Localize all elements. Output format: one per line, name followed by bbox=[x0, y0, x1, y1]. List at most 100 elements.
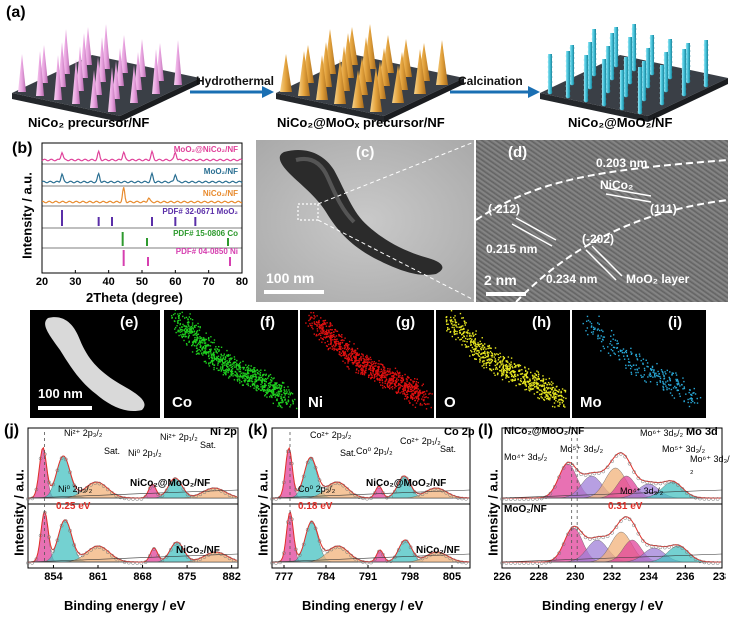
xrd-series-label: PDF# 15-0806 Co bbox=[173, 229, 238, 238]
xps-l-bottom-sample: MoO₂/NF bbox=[504, 504, 547, 515]
panel-b-label: (b) bbox=[12, 140, 33, 157]
xps-l-title: Mo 3d bbox=[686, 426, 718, 438]
xps-mo3d-chart: 226 228 230 232 234 236 238 bbox=[494, 427, 726, 582]
gold-cones bbox=[280, 24, 448, 112]
arrow-hydrothermal bbox=[190, 86, 274, 98]
nanowire-dark bbox=[279, 150, 443, 275]
panel-f-label: (f) bbox=[260, 314, 275, 331]
xps-j-shift: 0.25 eV bbox=[56, 501, 91, 512]
d-plane-m202: (-202) bbox=[582, 232, 615, 246]
xps-l-shift: 0.31 eV bbox=[608, 501, 643, 512]
scalebar-c bbox=[264, 290, 324, 294]
nanocone bbox=[370, 67, 382, 112]
xps-tick-label: 777 bbox=[275, 571, 293, 582]
nanocone bbox=[152, 49, 160, 94]
panel-d-label: (d) bbox=[508, 144, 528, 161]
nanocone bbox=[102, 24, 110, 69]
xps-envelope bbox=[272, 446, 469, 499]
xps-j-peak-ni0-3-2: Ni⁰ 2p₃/₂ bbox=[58, 484, 93, 494]
xps-tick-label: 226 bbox=[494, 571, 511, 582]
xps-envelope bbox=[272, 511, 469, 563]
nanowire bbox=[638, 67, 642, 112]
xps-tick-label: 882 bbox=[222, 571, 240, 582]
substrate-1 bbox=[12, 55, 200, 122]
nanocone bbox=[18, 54, 26, 92]
arrow2-label: Calcination bbox=[458, 74, 523, 88]
nanowire bbox=[610, 33, 614, 78]
xps-k-title: Co 2p bbox=[444, 426, 475, 438]
xps-j-peak-ni2-3-2: Ni²⁺ 2p₃/₂ bbox=[64, 428, 103, 438]
nanowire bbox=[584, 55, 588, 100]
panel-g-label: (g) bbox=[396, 314, 416, 331]
xrd-xlabel: 2Theta (degree) bbox=[86, 290, 183, 305]
xps-k-peak-co2-1-2: Co²⁺ 2p₁/₂ bbox=[400, 436, 441, 446]
cyan-nanowires bbox=[547, 24, 709, 115]
nanocone bbox=[134, 52, 142, 90]
xps-tick-label: 228 bbox=[529, 571, 547, 582]
nanowire bbox=[682, 49, 686, 94]
xrd-ylabel: Intensity / a.u. bbox=[19, 172, 35, 259]
xps-j-xlabel: Binding energy / eV bbox=[64, 598, 186, 613]
xps-l-peak-mo5-5-2: Mo⁵⁺ 3d₅/₂ bbox=[560, 444, 604, 454]
xps-co2p-chart: 777 784 791 798 805 bbox=[270, 427, 471, 582]
panel-g-map: (g) Ni bbox=[300, 310, 434, 418]
scalebar-d-text: 2 nm bbox=[484, 272, 517, 288]
element-co: Co bbox=[172, 394, 192, 411]
xrd-series-line bbox=[42, 187, 243, 204]
panel-c-image: (c) 100 nm bbox=[256, 140, 474, 302]
xps-k-peak-co0-1-2: Co⁰ 2p₁/₂ bbox=[356, 446, 393, 456]
caption-final: NiCo₂@MoO₂/NF bbox=[568, 115, 673, 130]
xps-k-peak-co0-3-2: Co⁰ 2p₃/₂ bbox=[298, 484, 336, 494]
xrd-tick-label: 80 bbox=[236, 276, 248, 288]
xrd-series-label: PDF# 32-0671 MoO₂ bbox=[162, 207, 238, 216]
nanocone bbox=[72, 59, 80, 104]
xps-tick-label: 230 bbox=[566, 571, 584, 582]
xps-k-peak-sat2: Sat. bbox=[440, 444, 457, 454]
panel-c-label: (c) bbox=[356, 144, 375, 161]
nanocone bbox=[334, 59, 346, 104]
panel-k-label: (k) bbox=[248, 422, 268, 439]
panel-a-schematic bbox=[12, 24, 728, 122]
d-spacing-1: 0.203 nm bbox=[596, 156, 648, 170]
xps-j-peak-ni0-1-2: Ni⁰ 2p₁/₂ bbox=[128, 448, 162, 458]
panel-h-label: (h) bbox=[532, 314, 552, 331]
xrd-tick-label: 40 bbox=[103, 276, 115, 288]
nanocone bbox=[94, 57, 102, 95]
xrd-series-line bbox=[41, 171, 243, 184]
xps-envelope bbox=[28, 446, 237, 499]
nanowire bbox=[704, 40, 708, 85]
nanowire bbox=[628, 37, 632, 82]
xps-tick-label: 784 bbox=[317, 571, 336, 582]
xps-tick-label: 234 bbox=[639, 571, 658, 582]
panel-i-label: (i) bbox=[668, 314, 683, 331]
nanocone bbox=[80, 33, 88, 78]
xps-k-bottom-sample: NiCo₂/NF bbox=[416, 545, 460, 556]
nanocone bbox=[98, 37, 106, 82]
panel-f-map: (f) Co bbox=[164, 310, 298, 418]
xps-l-peak-mo5-3-2: Mo⁵⁺ 3d₃/₂ bbox=[662, 444, 706, 454]
nanocone bbox=[62, 29, 70, 74]
xps-l-peak-mo6-3-2: Mo⁶⁺ 3d₃/₂ bbox=[690, 454, 730, 475]
nanowire bbox=[632, 24, 636, 69]
xps-l-xlabel: Binding energy / eV bbox=[542, 598, 664, 613]
pink-cones bbox=[18, 24, 182, 112]
nanowire bbox=[566, 51, 570, 96]
xps-tick-label: 236 bbox=[676, 571, 694, 582]
xrd-tick-label: 20 bbox=[36, 276, 48, 288]
nanocone bbox=[54, 55, 62, 100]
d-moo2-layer: MoO₂ layer bbox=[626, 272, 690, 286]
xps-tick-label: 861 bbox=[89, 571, 107, 582]
xps-l-peak-mo4-3-2: Mo⁴⁺ 3d₃/₂ bbox=[620, 486, 664, 496]
nanocone bbox=[120, 35, 128, 73]
xrd-series-line bbox=[41, 149, 243, 162]
substrate-2 bbox=[276, 55, 464, 122]
xps-tick-label: 868 bbox=[133, 571, 151, 582]
xps-tick-label: 805 bbox=[443, 571, 461, 582]
xrd-series-label: NiCo₂/NF bbox=[203, 189, 238, 198]
xps-tick-label: 232 bbox=[603, 571, 621, 582]
xps-j-peak-ni2-1-2: Ni²⁺ 2p₁/₂ bbox=[160, 432, 198, 442]
xps-k-top-sample: NiCo₂@MoO₂/NF bbox=[366, 478, 447, 489]
xps-j-peak-sat2: Sat. bbox=[200, 440, 217, 450]
xrd-tick-label: 60 bbox=[169, 276, 181, 288]
xps-k-peak-sat1: Sat. bbox=[340, 448, 357, 458]
